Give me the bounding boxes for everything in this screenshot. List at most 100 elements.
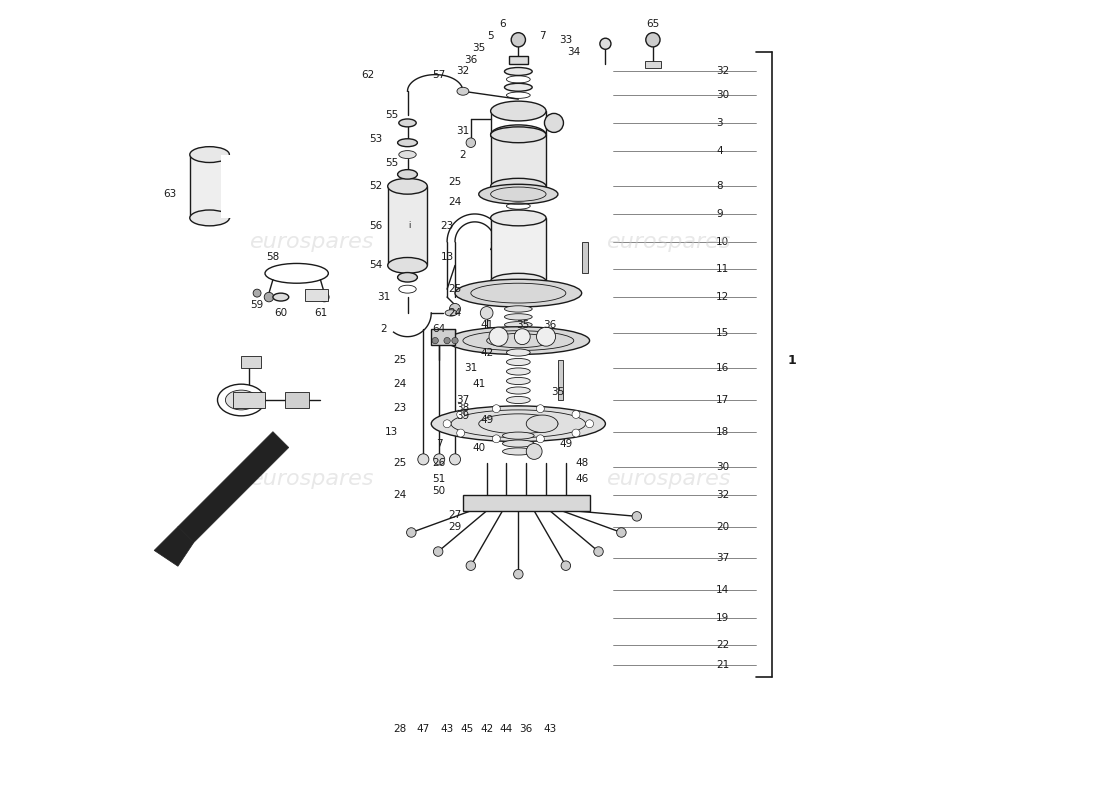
Text: 26: 26 (432, 458, 446, 468)
Circle shape (466, 138, 475, 147)
Circle shape (537, 405, 544, 413)
Circle shape (585, 420, 594, 428)
Text: 57: 57 (432, 70, 446, 81)
Ellipse shape (397, 138, 417, 146)
Circle shape (450, 454, 461, 465)
Circle shape (515, 329, 530, 345)
Ellipse shape (387, 258, 427, 274)
Bar (463, 495, 590, 511)
Ellipse shape (505, 330, 532, 336)
Text: 40: 40 (472, 442, 485, 453)
Text: 21: 21 (716, 660, 729, 670)
Circle shape (493, 435, 500, 442)
Bar (645, 61, 661, 67)
Text: 3: 3 (716, 118, 723, 128)
Text: eurospares: eurospares (251, 232, 375, 252)
Bar (431, 329, 455, 345)
Text: 31: 31 (456, 126, 470, 136)
Ellipse shape (387, 178, 427, 194)
Ellipse shape (456, 87, 469, 95)
Bar (491, 218, 546, 282)
Circle shape (537, 435, 544, 442)
Text: 2: 2 (381, 324, 387, 334)
Ellipse shape (506, 358, 530, 366)
Text: 62: 62 (361, 70, 374, 81)
Text: eurospares: eurospares (606, 232, 732, 252)
Circle shape (561, 561, 571, 570)
Text: 22: 22 (716, 641, 729, 650)
Text: 25: 25 (449, 284, 462, 294)
Text: i: i (409, 222, 411, 230)
Text: 55: 55 (385, 110, 398, 120)
Text: eurospares: eurospares (251, 469, 375, 489)
Text: 44: 44 (499, 723, 513, 734)
Text: 45: 45 (460, 723, 473, 734)
Text: 64: 64 (432, 324, 446, 334)
Bar (509, 56, 528, 63)
Ellipse shape (190, 210, 230, 226)
Text: 35: 35 (472, 42, 485, 53)
Text: 36: 36 (519, 723, 532, 734)
Ellipse shape (431, 406, 605, 442)
Bar (241, 357, 261, 368)
Text: 24: 24 (393, 490, 406, 500)
Text: 29: 29 (449, 522, 462, 532)
Circle shape (432, 338, 439, 344)
Text: 15: 15 (716, 328, 729, 338)
Text: eurospares: eurospares (606, 469, 732, 489)
Text: 28: 28 (393, 723, 406, 734)
Text: 48: 48 (575, 458, 589, 468)
Text: 30: 30 (716, 462, 729, 472)
Ellipse shape (399, 150, 416, 158)
Text: 49: 49 (480, 414, 493, 425)
Bar (285, 392, 308, 408)
Ellipse shape (226, 390, 257, 410)
Text: 34: 34 (568, 46, 581, 57)
Ellipse shape (399, 119, 416, 127)
Ellipse shape (505, 306, 532, 312)
Circle shape (320, 292, 329, 302)
Ellipse shape (397, 170, 417, 179)
Circle shape (537, 327, 556, 346)
Text: 43: 43 (440, 723, 453, 734)
Text: 16: 16 (716, 363, 729, 374)
Ellipse shape (505, 83, 532, 91)
Ellipse shape (503, 432, 535, 439)
Text: 10: 10 (716, 237, 729, 246)
Ellipse shape (273, 293, 288, 301)
Circle shape (433, 546, 443, 556)
Text: 38: 38 (456, 403, 470, 413)
Circle shape (418, 454, 429, 465)
Text: 50: 50 (432, 486, 446, 496)
Text: 55: 55 (385, 158, 398, 167)
Text: 52: 52 (370, 182, 383, 191)
Ellipse shape (491, 101, 546, 121)
Text: 19: 19 (716, 613, 729, 622)
Text: 41: 41 (480, 320, 493, 330)
Circle shape (646, 33, 660, 47)
Bar (582, 242, 588, 274)
Text: 7: 7 (539, 31, 546, 41)
Circle shape (600, 38, 610, 50)
Ellipse shape (503, 448, 535, 455)
Text: 11: 11 (716, 264, 729, 274)
Text: 23: 23 (440, 221, 453, 231)
Circle shape (493, 405, 500, 413)
Text: 9: 9 (716, 209, 723, 219)
Ellipse shape (506, 349, 530, 356)
Polygon shape (154, 526, 194, 566)
Text: 13: 13 (385, 426, 398, 437)
Bar (491, 134, 546, 186)
Circle shape (526, 443, 542, 459)
Circle shape (594, 546, 603, 556)
Text: 31: 31 (464, 363, 477, 374)
Text: 53: 53 (370, 134, 383, 144)
Text: 6: 6 (499, 19, 506, 29)
Text: 63: 63 (164, 189, 177, 199)
Bar (387, 186, 427, 266)
Text: 49: 49 (559, 438, 572, 449)
Ellipse shape (505, 67, 532, 75)
Circle shape (482, 336, 492, 346)
Text: 60: 60 (274, 308, 287, 318)
Text: 31: 31 (377, 292, 390, 302)
